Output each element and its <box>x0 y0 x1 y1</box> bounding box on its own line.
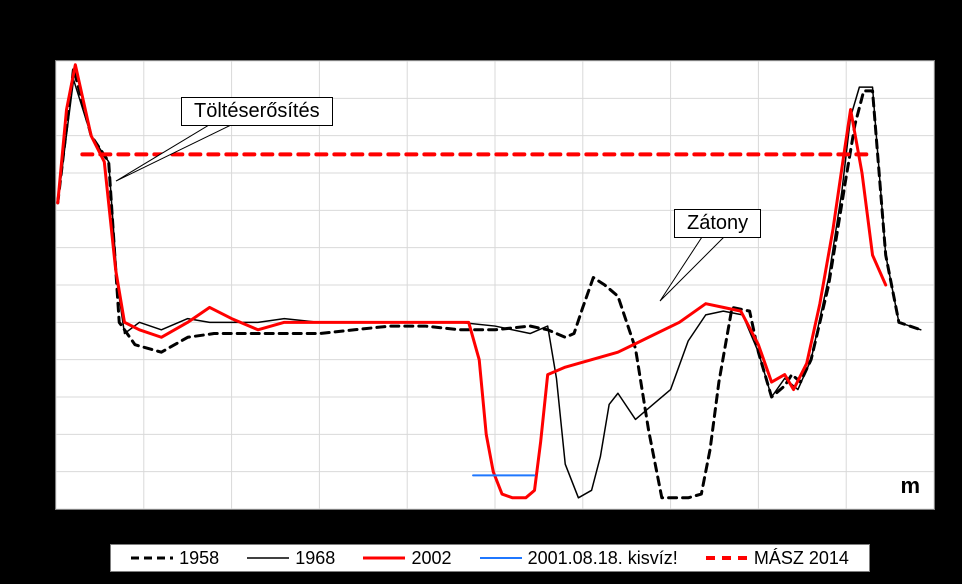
legend-label-1968: 1968 <box>295 548 335 569</box>
legend-label-1958: 1958 <box>179 548 219 569</box>
plot-area: Töltéserősítés Zátony m <box>55 60 935 510</box>
x-axis-unit: m <box>900 473 920 499</box>
callout-tolteserosites: Töltéserősítés <box>181 97 333 126</box>
legend-item-masz: MÁSZ 2014 <box>706 548 849 569</box>
legend-item-kisviz: 2001.08.18. kisvíz! <box>480 548 678 569</box>
legend-item-1968: 1968 <box>247 548 335 569</box>
legend-label-masz: MÁSZ 2014 <box>754 548 849 569</box>
legend-label-kisviz: 2001.08.18. kisvíz! <box>528 548 678 569</box>
callout-zatony-text: Zátony <box>687 212 748 234</box>
chart-frame: Töltéserősítés Zátony m 1958 1968 2002 2… <box>0 0 962 584</box>
plot-svg <box>56 61 934 509</box>
legend-label-2002: 2002 <box>411 548 451 569</box>
legend-item-1958: 1958 <box>131 548 219 569</box>
callout-tolteserosites-text: Töltéserősítés <box>194 100 320 122</box>
callout-zatony: Zátony <box>674 209 761 238</box>
legend-item-2002: 2002 <box>363 548 451 569</box>
legend: 1958 1968 2002 2001.08.18. kisvíz! MÁSZ … <box>110 544 870 572</box>
